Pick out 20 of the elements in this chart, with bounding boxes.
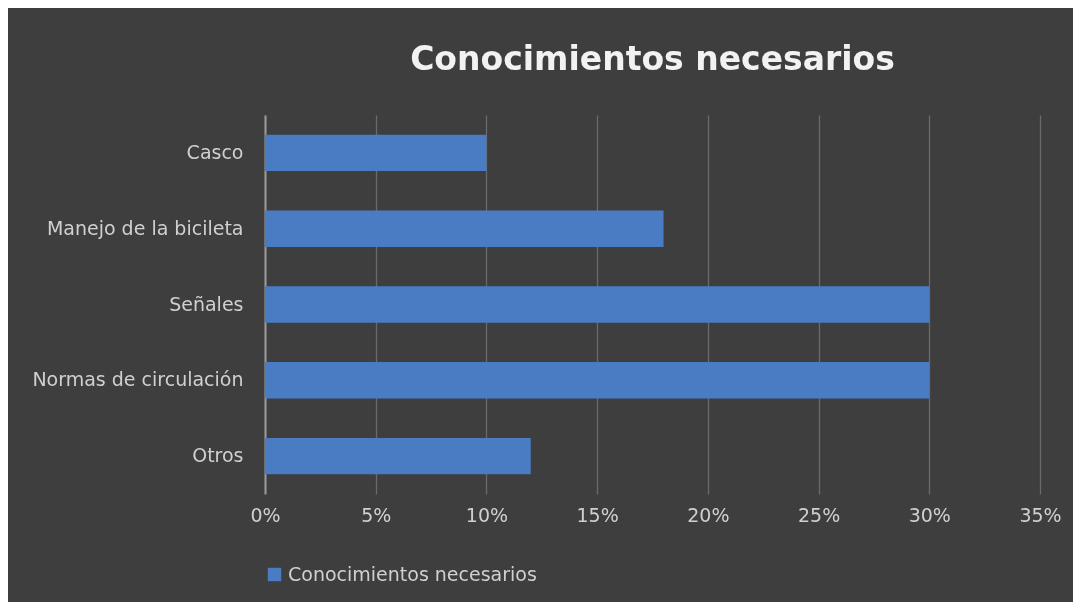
x-tick-label: 5% bbox=[361, 503, 392, 526]
bar bbox=[265, 134, 487, 172]
x-tick-label: 0% bbox=[250, 503, 281, 526]
y-tick-label: Manejo de la bicileta bbox=[46, 216, 244, 239]
y-tick-label: Otros bbox=[192, 444, 244, 467]
x-tick-label: 25% bbox=[797, 503, 841, 526]
bar bbox=[265, 437, 531, 475]
y-tick-label: Casco bbox=[186, 140, 244, 163]
x-tick-label: 20% bbox=[687, 503, 730, 526]
x-tick-label: 35% bbox=[1019, 503, 1062, 526]
x-tick-label: 10% bbox=[465, 503, 509, 526]
x-tick-label: 30% bbox=[908, 503, 951, 526]
bar bbox=[265, 286, 930, 323]
legend-label: Conocimientos necesarios bbox=[288, 562, 537, 585]
bar bbox=[265, 210, 664, 247]
y-tick-label: Señales bbox=[169, 292, 244, 315]
chart-title: Conocimientos necesarios bbox=[410, 39, 895, 78]
x-tick-label: 15% bbox=[576, 503, 619, 526]
bar bbox=[265, 362, 930, 399]
y-tick-label: Normas de circulación bbox=[32, 368, 244, 391]
